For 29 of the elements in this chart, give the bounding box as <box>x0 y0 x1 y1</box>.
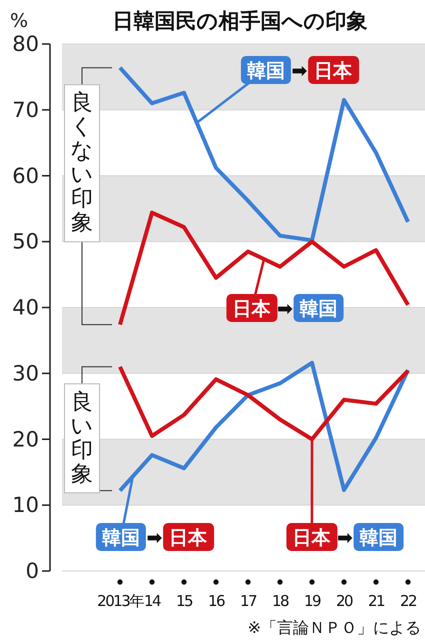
y-tick-label: 70 <box>12 98 39 122</box>
y-tick-label: 50 <box>12 230 39 254</box>
x-tick-label: 19 <box>304 592 321 610</box>
x-tick-label: 18 <box>272 592 289 610</box>
y-tick-label: 30 <box>12 361 39 386</box>
y-tick-label: 10 <box>12 493 39 518</box>
series-label: 日本 ➡ 韓国 <box>232 298 338 320</box>
text: 良い印象 <box>70 390 94 487</box>
series-label: 韓国 ➡ 日本 <box>246 60 354 82</box>
text: 韓国 ➡ 日本 <box>102 527 208 549</box>
text: 日本 ➡ 韓国 <box>292 527 398 549</box>
y-tick-label: 40 <box>12 296 39 320</box>
x-tick-label: 16 <box>208 592 225 610</box>
chart-title: 日韓国民の相手国への印象 <box>112 9 368 33</box>
x-tick-label: 22 <box>400 592 417 610</box>
x-tick-label: 21 <box>368 592 385 610</box>
line-series <box>118 210 410 327</box>
y-tick-label: 0 <box>26 559 39 583</box>
x-tick-label: 14 <box>144 592 161 610</box>
text: ※「言論ＮＰＯ」による <box>248 618 421 637</box>
y-tick-label: 20 <box>12 427 39 452</box>
text: 良くない印象 <box>70 90 94 236</box>
x-tick-label: 15 <box>176 592 193 610</box>
y-axis-title: % <box>10 10 28 32</box>
y-tick-label: 80 <box>12 32 39 56</box>
x-tick-label: 20 <box>336 592 353 610</box>
y-tick-label: 60 <box>12 164 39 188</box>
x-tick-label: 17 <box>240 592 257 610</box>
x-tick-label: 2013年 <box>97 592 144 610</box>
